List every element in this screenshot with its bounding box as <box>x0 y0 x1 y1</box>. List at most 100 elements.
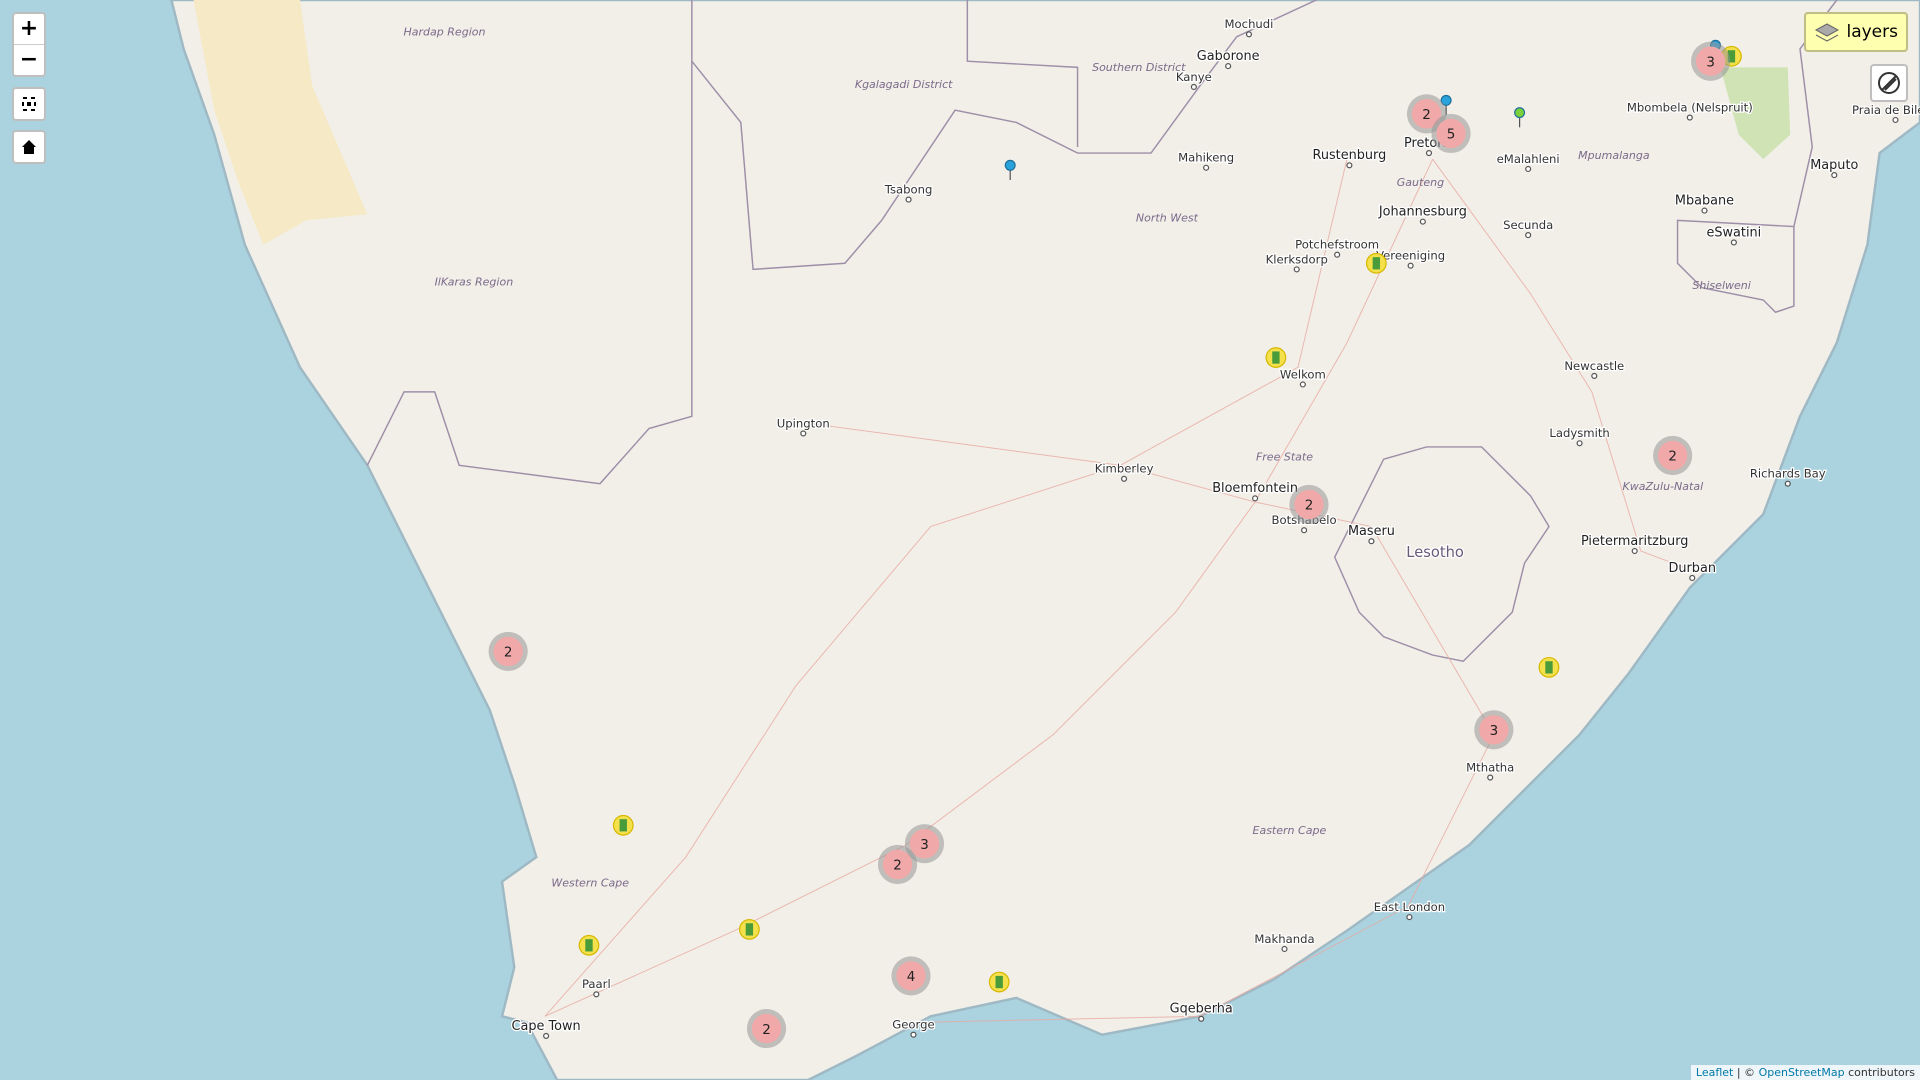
place-label: Southern District <box>1092 61 1186 74</box>
cluster[interactable]: 5 <box>1431 113 1471 154</box>
cluster-count: 2 <box>893 859 902 874</box>
home[interactable] <box>12 130 46 164</box>
place-dot <box>1190 83 1197 90</box>
cluster[interactable]: 3 <box>904 824 945 864</box>
attribution: Leaflet | © OpenStreetMap contributors <box>1690 1065 1920 1080</box>
place-label: Maseru <box>1348 524 1395 539</box>
cluster[interactable]: 2 <box>746 1008 787 1049</box>
place-label: East London <box>1374 900 1445 914</box>
place-label: Durban <box>1669 561 1716 576</box>
place-dot <box>905 196 912 203</box>
cluster[interactable]: 2 <box>488 631 528 672</box>
cluster-count: 3 <box>1706 55 1715 70</box>
place-dot <box>800 430 807 437</box>
place-dot <box>1293 266 1300 273</box>
place-dot <box>1591 372 1598 379</box>
layers-control[interactable]: layers <box>1804 12 1908 52</box>
pin[interactable] <box>1004 159 1016 171</box>
cluster-body <box>1695 46 1726 76</box>
place-dot <box>1334 251 1341 258</box>
place-dot <box>1689 574 1696 582</box>
place-label: Mahikeng <box>1178 151 1234 165</box>
place-label: IlKaras Region <box>435 275 514 288</box>
place-dot <box>1686 114 1693 121</box>
cluster-body <box>493 636 523 667</box>
pin[interactable] <box>1514 107 1526 119</box>
place-dot <box>1121 475 1128 482</box>
eswatini-park <box>1720 67 1791 160</box>
place-label: Tsabong <box>884 182 933 196</box>
pin[interactable] <box>1440 94 1452 106</box>
place-label: Gaborone <box>1197 49 1260 64</box>
tree-icon <box>585 939 593 952</box>
place-dot <box>1203 164 1210 171</box>
leaflet-link[interactable]: Leaflet <box>1695 1066 1734 1079</box>
desert <box>193 0 368 245</box>
cluster[interactable]: 2 <box>1289 484 1329 525</box>
draw-control[interactable] <box>1870 64 1908 102</box>
roads <box>544 158 1690 1023</box>
place-dot <box>1419 218 1426 225</box>
cluster-count: 2 <box>1305 499 1314 514</box>
place-label: Gqeberha <box>1170 1002 1233 1017</box>
place-dot <box>1406 914 1413 921</box>
attribution-suffix: contributors <box>1848 1066 1915 1079</box>
place-label: Newcastle <box>1564 359 1624 373</box>
cluster[interactable]: 3 <box>1691 41 1731 81</box>
zoom-in[interactable]: + <box>14 14 44 45</box>
cluster[interactable]: 2 <box>877 844 918 885</box>
land <box>170 0 1920 1080</box>
tree-icon <box>1272 351 1280 364</box>
cluster[interactable]: 4 <box>891 956 931 996</box>
layers-label: layers <box>1846 22 1898 42</box>
place-dot <box>1784 480 1791 487</box>
place-label: Vereeniging <box>1376 249 1445 263</box>
place-dot <box>1730 239 1737 246</box>
draw-icon <box>1878 72 1900 94</box>
cluster-body <box>1479 715 1509 745</box>
fit-bounds[interactable] <box>12 87 46 121</box>
home-icon <box>22 140 36 154</box>
place-label: Paarl <box>582 977 611 991</box>
zoom-out[interactable]: − <box>19 47 39 72</box>
place-label: Bloemfontein <box>1212 481 1298 496</box>
place-label: George <box>892 1018 934 1032</box>
tree-icon <box>619 819 627 832</box>
place-label: Kgalagadi District <box>855 78 953 91</box>
place-dot <box>1525 232 1532 239</box>
place-label: Praia de Bilene <box>1852 103 1920 117</box>
osm-link[interactable]: OpenStreetMap <box>1758 1066 1845 1079</box>
cluster-count: 4 <box>907 970 916 985</box>
cluster-count: 2 <box>1422 108 1431 123</box>
place-label: Upington <box>777 416 830 430</box>
cluster-count: 2 <box>1668 450 1677 465</box>
place-dot <box>1346 162 1353 169</box>
place-dot <box>1301 527 1308 534</box>
cluster-body <box>896 961 926 991</box>
place-dot <box>1487 774 1494 781</box>
place-label: Johannesburg <box>1378 205 1467 220</box>
tree-icon <box>1727 50 1736 63</box>
cluster-body <box>1657 440 1688 471</box>
place-label: Mpumalanga <box>1578 149 1650 162</box>
place-label: Pietermaritzburg <box>1581 534 1688 549</box>
fit-icon <box>22 97 36 111</box>
cluster-body <box>882 849 913 880</box>
place-dot <box>1701 207 1708 214</box>
cluster-count: 3 <box>920 838 929 853</box>
cluster-body <box>1294 489 1324 520</box>
cluster[interactable]: 3 <box>1474 710 1514 750</box>
place-dot <box>593 991 600 998</box>
attribution-sep: | © <box>1736 1066 1756 1079</box>
place-dot <box>1425 150 1433 157</box>
cluster-count: 2 <box>762 1023 771 1038</box>
place-dot <box>1198 1015 1205 1022</box>
place-dot <box>910 1031 917 1038</box>
place-label: Klerksdorp <box>1266 252 1328 266</box>
cluster[interactable]: 2 <box>1653 435 1693 476</box>
place-dot <box>1576 440 1583 447</box>
place-label: Potchefstroom <box>1295 238 1379 252</box>
zoom-control: + − <box>12 12 46 77</box>
place-label: Kanye <box>1176 70 1212 84</box>
